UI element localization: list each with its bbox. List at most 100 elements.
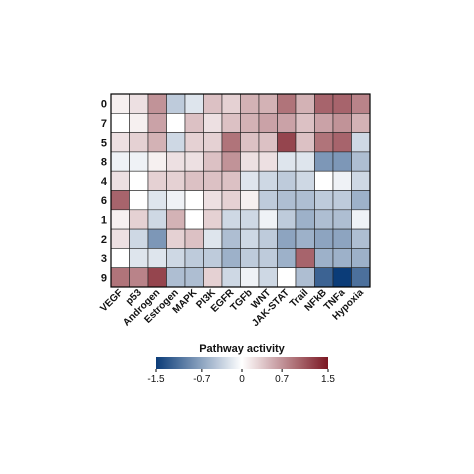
heatmap-cell xyxy=(277,93,297,114)
heatmap-cell xyxy=(203,132,223,153)
heatmap-cell xyxy=(295,190,315,211)
heatmap-cells xyxy=(110,93,371,288)
heatmap-cell xyxy=(147,93,167,114)
column-label: TGFb xyxy=(229,287,255,313)
row-label: 5 xyxy=(101,137,107,149)
colorbar-ticks: -1.5 -0.7 0 0.7 1.5 xyxy=(147,369,335,385)
heatmap-cell xyxy=(314,209,334,230)
heatmap-cell xyxy=(110,228,130,249)
colorbar-tick-label: 0.7 xyxy=(275,374,289,385)
heatmap-cell xyxy=(221,151,241,172)
heatmap-cell xyxy=(314,113,334,133)
heatmap-cell xyxy=(110,267,130,288)
row-label: 9 xyxy=(101,272,107,284)
heatmap-cell xyxy=(166,248,186,268)
heatmap-cell xyxy=(240,151,260,172)
heatmap-cell xyxy=(184,190,204,211)
row-label: 8 xyxy=(101,157,107,169)
heatmap-cell xyxy=(351,248,371,268)
heatmap-cell xyxy=(110,248,130,268)
heatmap-cell xyxy=(332,267,352,288)
heatmap-cell xyxy=(203,228,223,249)
heatmap-cell xyxy=(184,209,204,230)
heatmap-cell xyxy=(221,113,241,133)
heatmap-cell xyxy=(129,228,149,249)
heatmap-cell xyxy=(221,190,241,211)
heatmap-cell xyxy=(184,170,204,191)
heatmap-cell xyxy=(129,170,149,191)
heatmap-cell xyxy=(240,248,260,268)
row-labels: 0 7 5 8 4 6 1 2 3 9 xyxy=(101,99,108,285)
heatmap-cell xyxy=(258,248,278,268)
heatmap-cell xyxy=(332,228,352,249)
heatmap-cell xyxy=(240,209,260,230)
heatmap-cell xyxy=(129,132,149,153)
heatmap-cell xyxy=(332,132,352,153)
heatmap-cell xyxy=(258,93,278,114)
heatmap-cell xyxy=(166,132,186,153)
heatmap-cell xyxy=(351,190,371,211)
heatmap-cell xyxy=(147,209,167,230)
heatmap-cell xyxy=(277,151,297,172)
heatmap-cell xyxy=(221,132,241,153)
heatmap-cell xyxy=(166,190,186,211)
heatmap-cell xyxy=(129,248,149,268)
heatmap-cell xyxy=(221,228,241,249)
heatmap-cell xyxy=(184,248,204,268)
heatmap-cell xyxy=(203,93,223,114)
heatmap-cell xyxy=(314,190,334,211)
heatmap-cell xyxy=(221,267,241,288)
heatmap-cell xyxy=(184,151,204,172)
heatmap-cell xyxy=(295,151,315,172)
heatmap-cell xyxy=(166,209,186,230)
heatmap-cell xyxy=(240,113,260,133)
heatmap-cell xyxy=(184,132,204,153)
heatmap-cell xyxy=(332,209,352,230)
heatmap-cell xyxy=(295,113,315,133)
heatmap-cell xyxy=(129,113,149,133)
heatmap-cell xyxy=(166,151,186,172)
colorbar-tick-label: 0 xyxy=(239,374,245,385)
heatmap-cell xyxy=(332,151,352,172)
heatmap-border xyxy=(110,93,371,288)
heatmap-cell xyxy=(166,170,186,191)
heatmap-cell xyxy=(203,113,223,133)
heatmap-cell xyxy=(258,190,278,211)
heatmap-cell xyxy=(351,209,371,230)
heatmap-cell xyxy=(314,132,334,153)
heatmap-cell xyxy=(277,209,297,230)
heatmap-cell xyxy=(295,209,315,230)
heatmap-cell xyxy=(351,170,371,191)
heatmap-cell xyxy=(258,132,278,153)
heatmap-cell xyxy=(166,228,186,249)
colorbar-title: Pathway activity xyxy=(199,343,285,355)
heatmap-cell xyxy=(129,190,149,211)
heatmap-cell xyxy=(166,93,186,114)
heatmap-cell xyxy=(147,190,167,211)
heatmap-cell xyxy=(147,132,167,153)
heatmap-cell xyxy=(332,190,352,211)
heatmap-cell xyxy=(110,113,130,133)
colorbar-tick-label: 1.5 xyxy=(321,374,335,385)
heatmap-cell xyxy=(295,248,315,268)
heatmap-cell xyxy=(221,170,241,191)
heatmap-cell xyxy=(277,248,297,268)
colorbar-gradient xyxy=(156,357,328,369)
heatmap-cell xyxy=(129,209,149,230)
heatmap-cell xyxy=(351,113,371,133)
column-label: VEGF xyxy=(98,287,125,314)
heatmap-cell xyxy=(147,113,167,133)
heatmap-cell xyxy=(203,248,223,268)
colorbar-tick-label: -0.7 xyxy=(193,374,211,385)
heatmap-cell xyxy=(184,267,204,288)
heatmap-cell xyxy=(351,267,371,288)
heatmap-cell xyxy=(110,170,130,191)
heatmap-cell xyxy=(351,228,371,249)
row-label: 0 xyxy=(101,99,107,111)
heatmap-cell xyxy=(258,170,278,191)
column-label: NFkB xyxy=(303,287,329,313)
row-label: 6 xyxy=(101,195,107,207)
column-labels: VEGFp53AndrogenEstrogenMAPKPI3KEGFRTGFbW… xyxy=(98,287,366,329)
heatmap-cell xyxy=(314,151,334,172)
